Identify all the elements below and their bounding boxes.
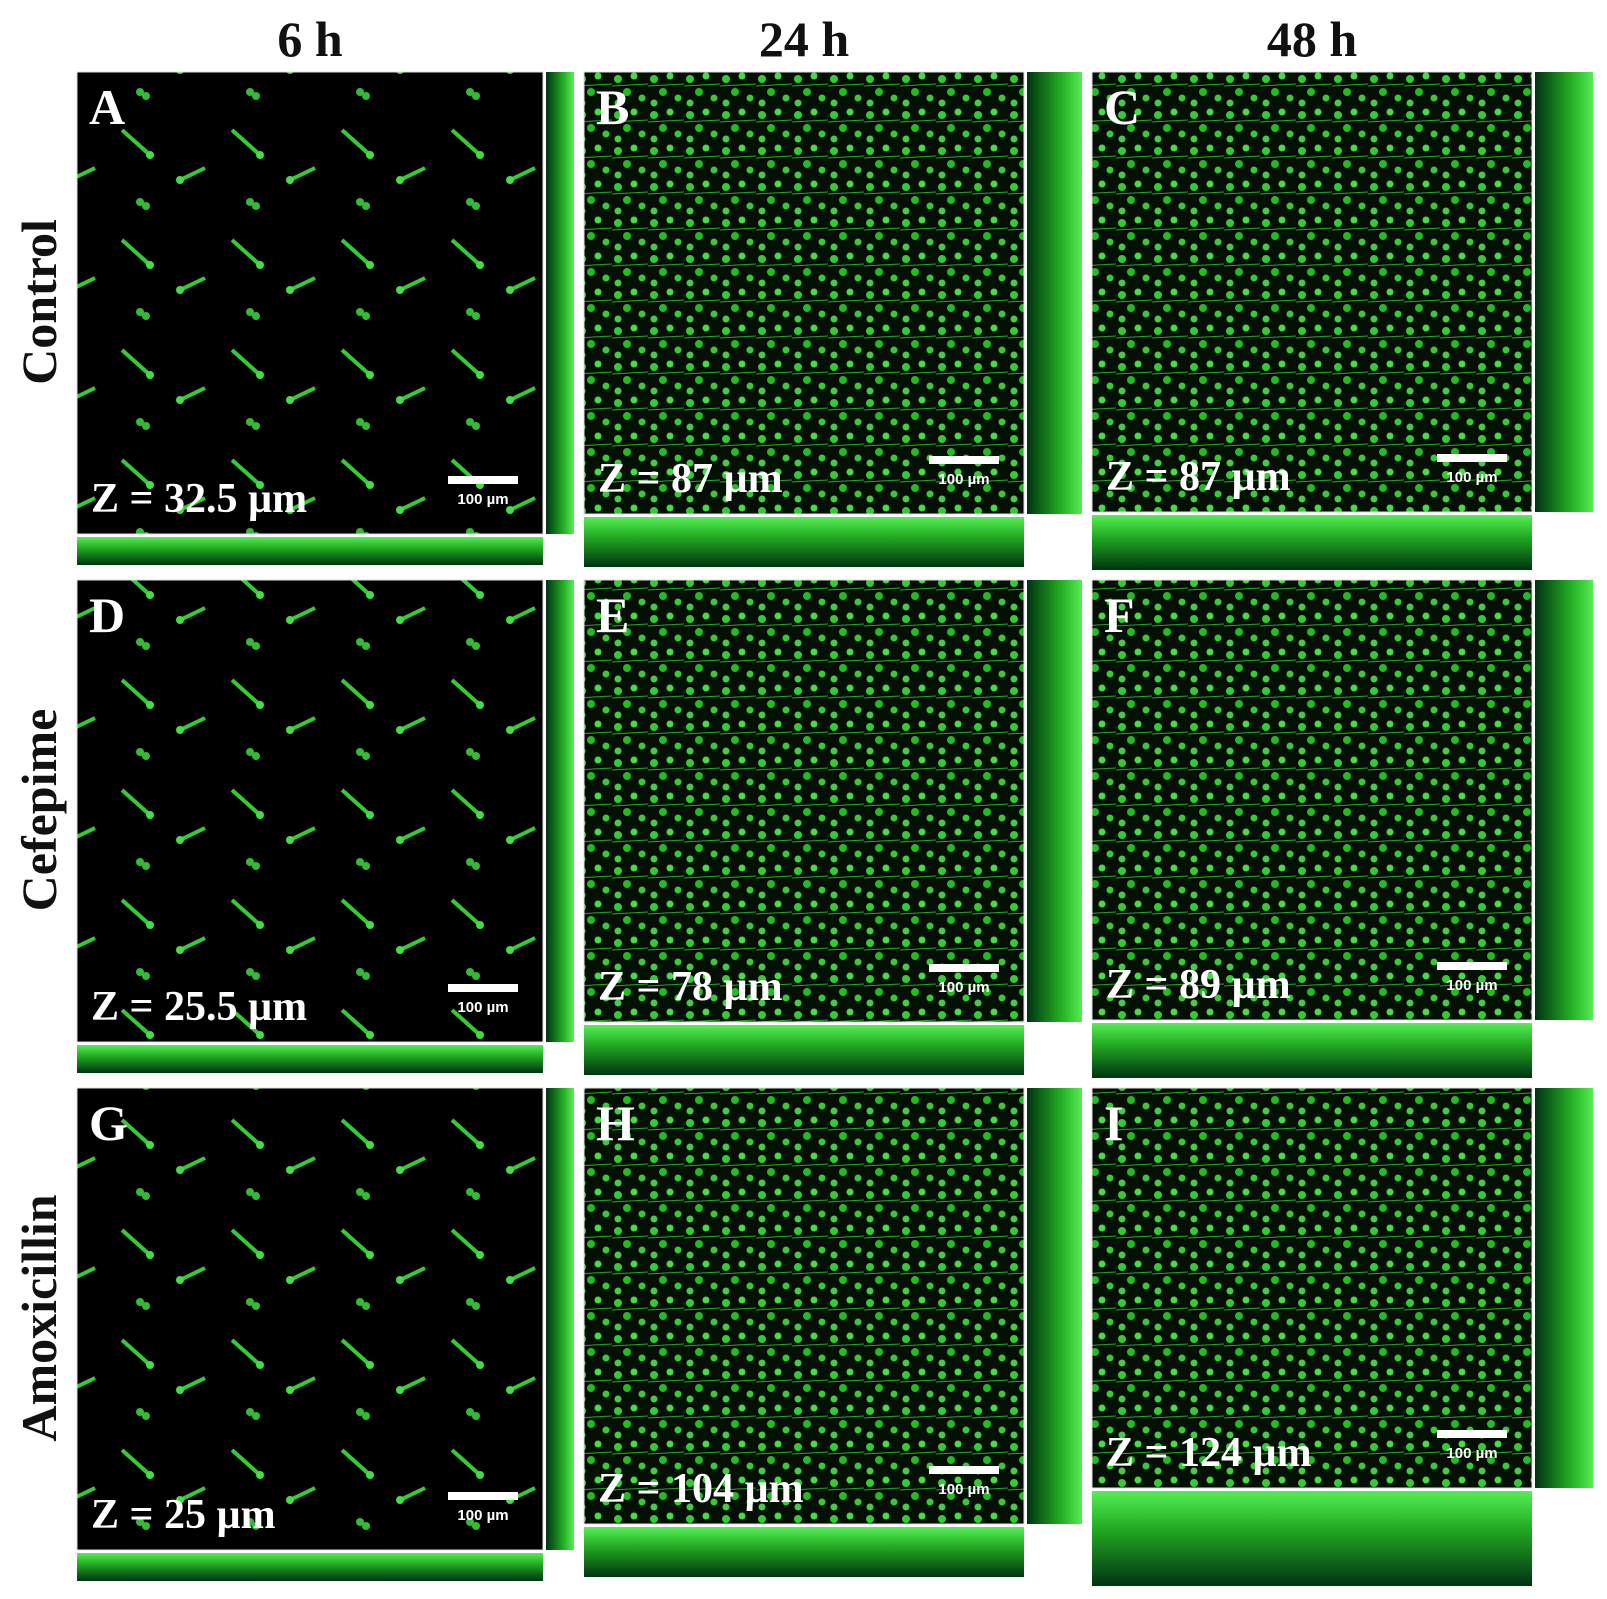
panel-letter: F [1104,587,1135,643]
micrograph [583,1087,1025,1525]
panel-letter: E [596,587,629,643]
row-label: Control [11,219,67,385]
side-projection [1027,72,1082,514]
scale-bar [929,964,999,972]
micrograph [76,71,544,535]
side-projection [1535,580,1593,1020]
bottom-projection [77,537,543,565]
z-depth: Z = 104 µm [598,1466,804,1512]
z-depth: Z = 78 µm [598,964,783,1010]
scale-bar [448,1492,518,1500]
scale-bar [929,456,999,464]
scale-bar [1437,454,1507,462]
panel-letter: A [89,79,125,135]
scale-bar-label: 100 µm [457,491,508,508]
panel-letter: G [89,1095,128,1151]
micrograph [583,71,1025,515]
scale-bar [929,1466,999,1474]
panel-letter: D [89,587,125,643]
z-depth: Z = 124 µm [1106,1430,1312,1476]
row-label: Cefepime [11,709,67,912]
bottom-projection [584,1025,1024,1075]
micrograph [1091,579,1533,1021]
z-depth: Z = 32.5 µm [91,476,307,522]
bottom-projection [77,1553,543,1581]
side-projection [546,580,574,1042]
z-depth: Z = 25.5 µm [91,984,307,1030]
micrograph [1091,1087,1533,1489]
scale-bar [448,476,518,484]
side-projection [546,72,574,534]
micrograph [1091,71,1533,513]
scale-bar-label: 100 µm [938,1481,989,1498]
scale-bar-label: 100 µm [1446,1445,1497,1462]
bottom-projection [77,1045,543,1073]
scale-bar-label: 100 µm [938,979,989,996]
scale-bar [448,984,518,992]
z-depth: Z = 87 µm [1106,454,1291,500]
z-depth: Z = 25 µm [91,1492,276,1538]
scale-bar [1437,1430,1507,1438]
side-projection [546,1088,574,1550]
z-depth: Z = 89 µm [1106,962,1291,1008]
bottom-projection [1092,1023,1532,1078]
panel-letter: I [1104,1095,1123,1151]
row-label: Amoxicillin [11,1194,67,1441]
z-depth: Z = 87 µm [598,456,783,502]
panel-letter: B [596,79,629,135]
bottom-projection [1092,1491,1532,1586]
scale-bar-label: 100 µm [938,471,989,488]
scale-bar [1437,962,1507,970]
scale-bar-label: 100 µm [1446,977,1497,994]
column-header: 24 h [759,11,850,67]
scale-bar-label: 100 µm [457,999,508,1016]
bottom-projection [1092,515,1532,570]
column-header: 48 h [1267,11,1358,67]
panel-letter: C [1104,79,1140,135]
bottom-projection [584,517,1024,567]
micrograph [76,1087,544,1551]
scale-bar-label: 100 µm [457,1507,508,1524]
side-projection [1535,1088,1593,1488]
scale-bar-label: 100 µm [1446,469,1497,486]
column-header: 6 h [277,11,343,67]
side-projection [1027,580,1082,1022]
side-projection [1535,72,1593,512]
panel-letter: H [596,1095,635,1151]
micrograph [76,579,544,1043]
micrograph [583,579,1025,1023]
side-projection [1027,1088,1082,1524]
bottom-projection [584,1527,1024,1577]
